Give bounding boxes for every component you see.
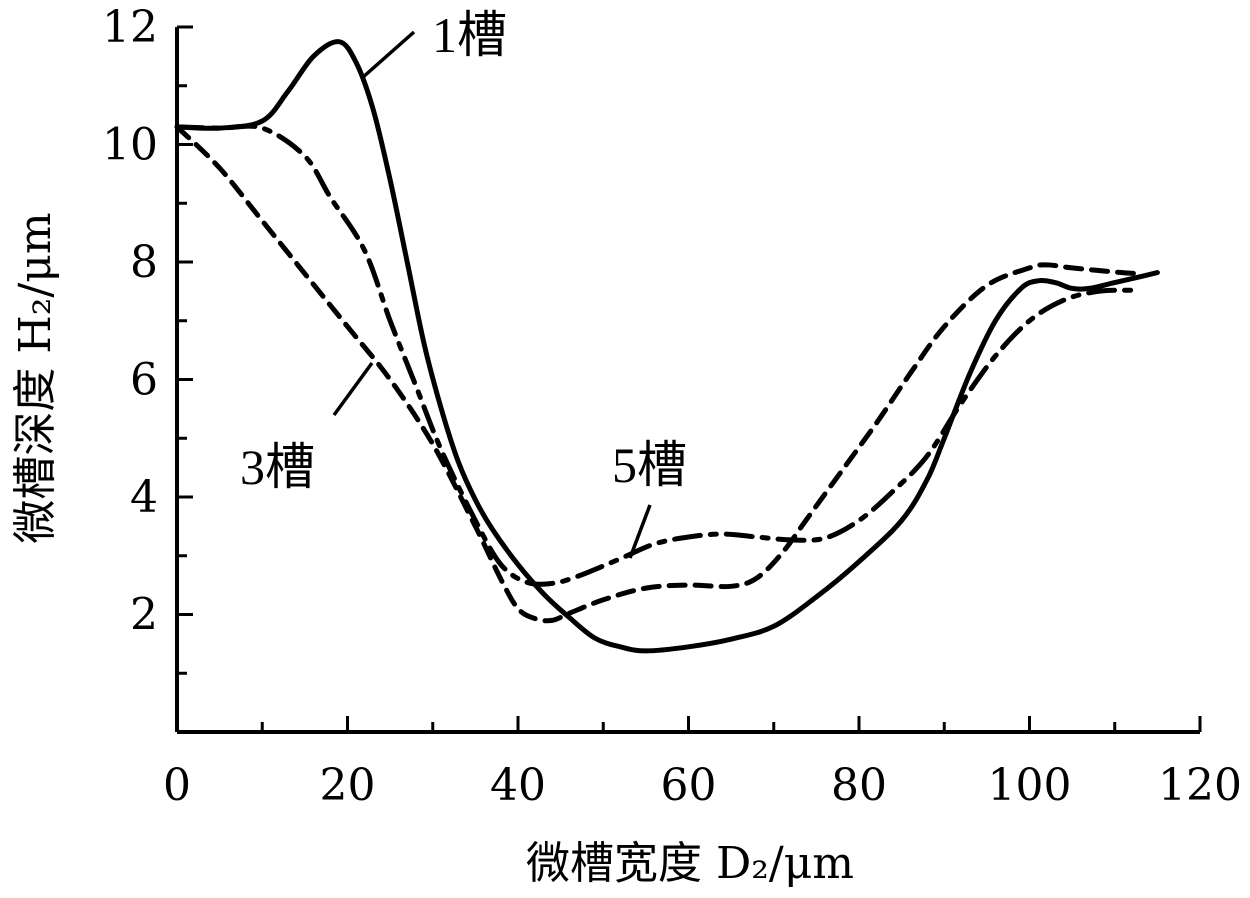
leader-line-3 [332, 361, 374, 417]
y-tick-label: 10 [102, 120, 158, 171]
tick-labels: 0 20 40 60 80 100 120 2 4 6 8 10 12 [102, 2, 1242, 811]
y-tick-label: 2 [130, 590, 158, 641]
y-tick-label: 12 [102, 2, 158, 53]
series-label-3: 3槽 [240, 439, 315, 495]
y-tick-label: 8 [130, 237, 158, 288]
x-tick-label: 120 [1158, 760, 1242, 811]
series-labels: 1槽 3槽 5槽 [240, 7, 687, 559]
series-label-1: 1槽 [432, 7, 507, 63]
series-line-1 [174, 39, 1160, 654]
series-line-2 [174, 124, 1143, 624]
series-label-5: 5槽 [612, 437, 687, 493]
ticks [175, 25, 1202, 732]
axes [175, 27, 1200, 734]
x-tick-label: 40 [490, 760, 546, 811]
x-tick-label: 20 [320, 760, 376, 811]
y-axis-title: 微槽深度 H₂/μm [10, 212, 61, 543]
series-line-3 [174, 123, 1135, 587]
y-tick-label: 4 [130, 472, 158, 523]
x-tick-label: 0 [163, 760, 191, 811]
y-tick-label: 6 [130, 355, 158, 406]
leader-line-5 [628, 504, 652, 559]
x-tick-label: 80 [831, 760, 887, 811]
x-axis-title: 微槽宽度 D₂/μm [526, 838, 854, 889]
leader-line-1 [360, 30, 416, 80]
x-tick-label: 60 [661, 760, 717, 811]
series-group [174, 39, 1160, 654]
x-tick-label: 100 [988, 760, 1072, 811]
